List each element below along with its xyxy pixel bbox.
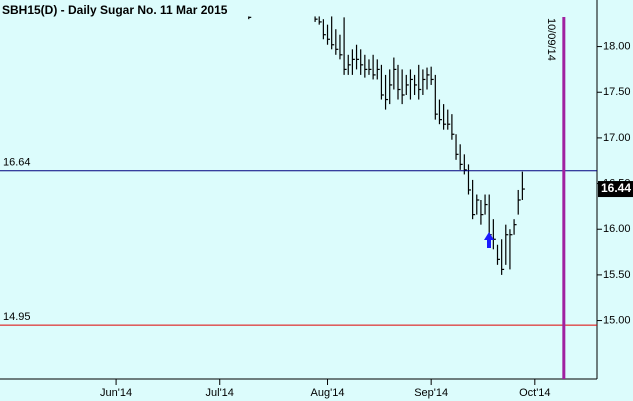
x-tick-label: Oct'14 (519, 387, 550, 399)
x-tick-label: Sep'14 (414, 387, 448, 399)
y-tick-label: 18.00 (603, 40, 631, 52)
chart-title: SBH15(D) - Daily Sugar No. 11 Mar 2015 (2, 3, 228, 17)
y-tick-label: 15.00 (603, 314, 631, 326)
y-tick-label: 17.50 (603, 86, 631, 98)
y-tick-label: 16.00 (603, 223, 631, 235)
y-tick-label: 15.50 (603, 269, 631, 281)
x-tick-label: Jul'14 (206, 387, 234, 399)
y-tick-label: 17.00 (603, 132, 631, 144)
x-tick-label: Jun'14 (100, 387, 132, 399)
level-label: 16.64 (3, 157, 31, 169)
level-label: 14.95 (3, 311, 31, 323)
x-tick-label: Aug'14 (311, 387, 345, 399)
last-price-box (598, 181, 633, 198)
signal-arrow (484, 232, 494, 248)
plot-area (248, 16, 525, 275)
date-marker-label: 10/09/14 (545, 18, 557, 61)
last-price-label: 16.44 (601, 181, 631, 195)
